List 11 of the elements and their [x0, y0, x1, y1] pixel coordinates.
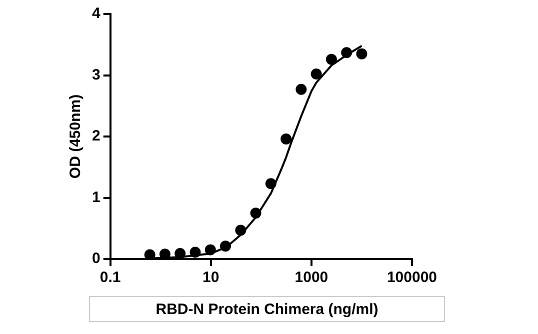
y-tick-label: 1: [92, 188, 100, 206]
x-axis-title: RBD-N Protein Chimera (ng/ml): [89, 296, 445, 322]
y-axis-title: OD (450nm): [67, 94, 84, 179]
x-tick-label: 0.1: [100, 269, 121, 286]
x-tick-label: 1000: [294, 269, 328, 286]
y-tick-label: 0: [92, 250, 100, 268]
x-tick-label: 10: [202, 269, 220, 286]
y-tick-label: 4: [92, 5, 101, 22]
y-tick-label: 2: [92, 128, 100, 145]
y-tick-label: 3: [92, 66, 100, 84]
x-tick-label: 100000: [386, 269, 438, 286]
